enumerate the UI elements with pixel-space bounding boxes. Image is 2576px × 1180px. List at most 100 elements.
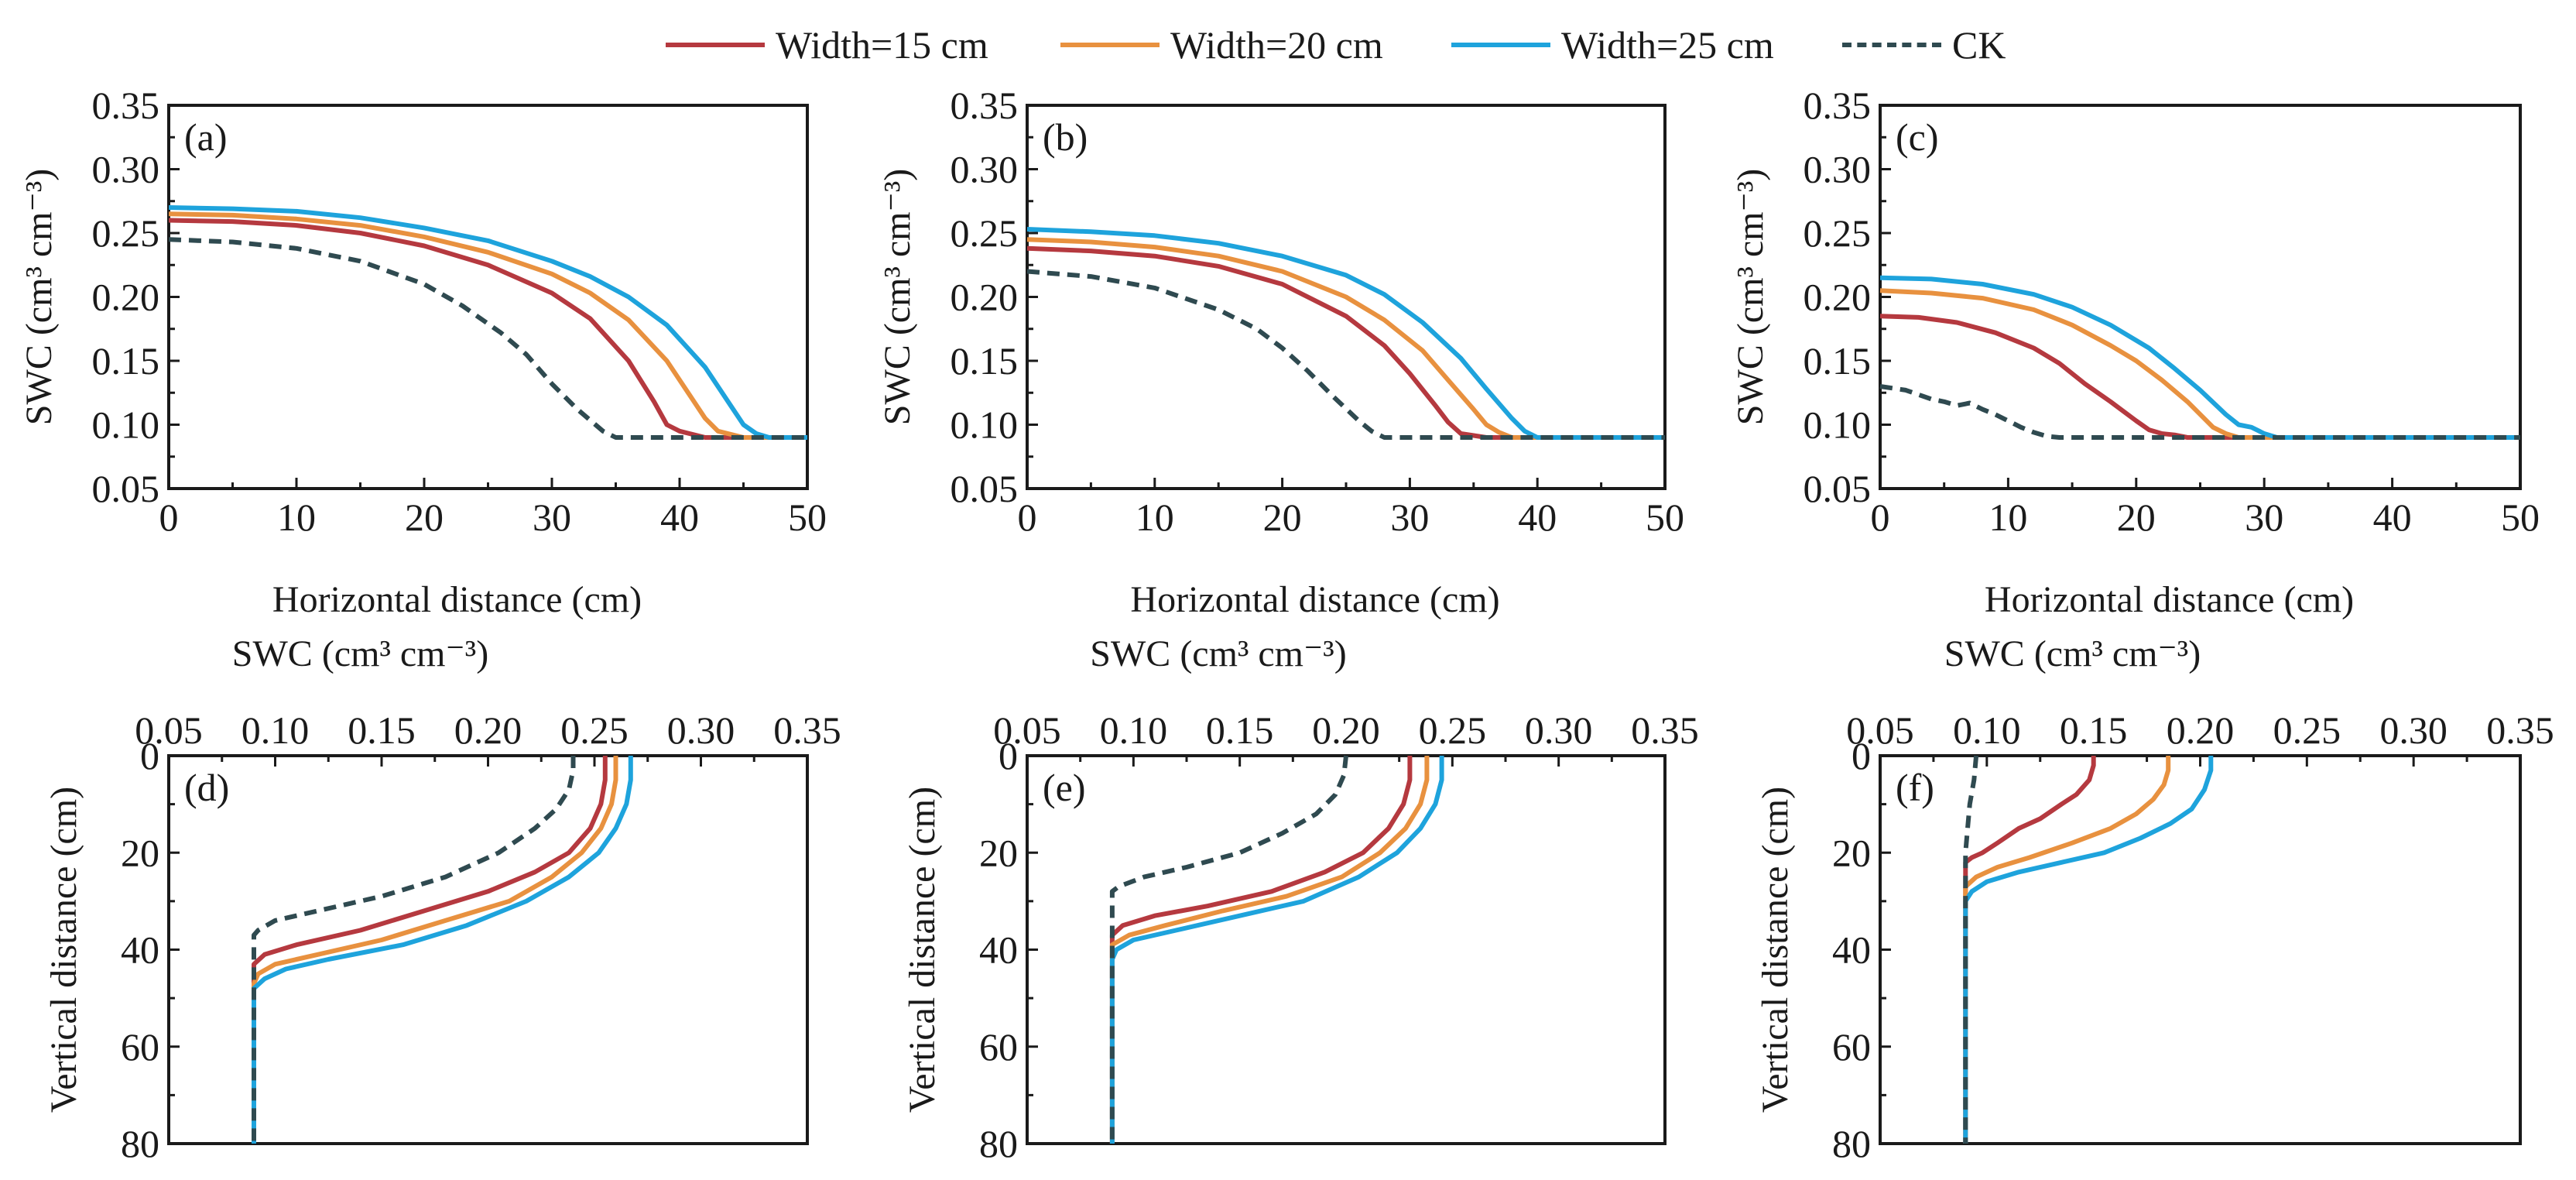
- x-tick-label: 0.35: [2486, 708, 2554, 752]
- x-tick-label: 0.10: [242, 708, 310, 752]
- y-axis-label: Vertical distance (cm): [43, 787, 84, 1113]
- y-tick-label: 80: [1832, 1122, 1871, 1165]
- panel-e: 0.05 0.10 0.15 0.20 0.25 0.30 0.35 0 20 40 60 80 (e)…: [902, 633, 1699, 1165]
- panel-a: 0 10 20 30 40 50 0.05 0.10 0.15 0.20 0.25 0.30 0.35 (…: [19, 84, 827, 620]
- series-line-width-25-cm: [1963, 756, 2214, 1144]
- x-tick-label: 0.20: [1312, 708, 1380, 752]
- y-tick-label: 60: [979, 1025, 1018, 1069]
- series-line-width-20-cm: [1963, 756, 2171, 1144]
- y-tick-label: 0.10: [92, 403, 160, 447]
- y-tick-label: 0.05: [92, 467, 160, 510]
- x-tick-label: 10: [1989, 496, 2027, 539]
- y-tick-label: 0.20: [951, 276, 1019, 319]
- series-line-width-25-cm: [1879, 275, 2520, 440]
- panel-label: (a): [184, 115, 228, 159]
- x-tick-label: 0.10: [1100, 708, 1168, 752]
- x-axis-label: Horizontal distance (cm): [1130, 579, 1499, 620]
- y-tick-label: 0: [1852, 734, 1871, 777]
- x-axis-label: Horizontal distance (cm): [1985, 579, 2354, 620]
- y-tick-label: 0.05: [1804, 467, 1872, 510]
- y-tick-label: 0.25: [1804, 211, 1872, 255]
- panel-label: (f): [1896, 766, 1934, 809]
- y-tick-label: 0.35: [92, 84, 160, 127]
- x-tick-label: 0.30: [1525, 708, 1593, 752]
- x-tick-label: 0.05: [135, 708, 203, 752]
- x-tick-label: 0: [1871, 496, 1890, 539]
- legend-item-width-25: Width=25 cm: [1451, 14, 1774, 76]
- y-tick-label: 60: [121, 1025, 159, 1069]
- series-line-width-25-cm: [168, 205, 807, 440]
- plot-frame: [167, 754, 809, 1145]
- x-tick-label: 40: [2373, 496, 2412, 539]
- x-tick-label: 10: [1136, 496, 1174, 539]
- x-tick-label: 40: [1518, 496, 1557, 539]
- y-tick-label: 0.15: [1804, 339, 1872, 382]
- x-tick-label: 30: [2245, 496, 2283, 539]
- legend: Width=15 cm Width=20 cm Width=25 cm CK: [0, 14, 2576, 76]
- series-line-width-25-cm: [1109, 756, 1444, 1144]
- y-tick-label: 60: [1832, 1025, 1871, 1069]
- y-tick-label: 0.20: [92, 276, 160, 319]
- y-tick-label: 0.10: [1804, 403, 1872, 447]
- x-tick-label: 30: [533, 496, 571, 539]
- panel-label: (d): [184, 766, 229, 809]
- series-line-ck: [168, 237, 807, 440]
- x-tick-label: 0.20: [2167, 708, 2235, 752]
- y-tick-label: 40: [1832, 928, 1871, 972]
- x-axis-label: SWC (cm³ cm⁻³): [232, 633, 488, 674]
- y-axis-label: SWC (cm³ cm⁻³): [877, 169, 918, 425]
- y-tick-label: 80: [979, 1122, 1018, 1165]
- x-tick-label: 10: [277, 496, 316, 539]
- x-tick-label: 0.35: [773, 708, 841, 752]
- x-tick-label: 20: [1263, 496, 1302, 539]
- y-tick-label: 0.30: [92, 148, 160, 191]
- x-tick-label: 0.30: [667, 708, 735, 752]
- series-line-width-25-cm: [252, 756, 633, 1144]
- x-tick-label: 0.05: [993, 708, 1061, 752]
- legend-swatch-width-20: [1060, 43, 1160, 47]
- legend-label-width-15: Width=15 cm: [776, 23, 988, 67]
- y-tick-label: 80: [121, 1122, 159, 1165]
- y-axis-label: Vertical distance (cm): [902, 787, 943, 1113]
- panel-d: 0.05 0.10 0.15 0.20 0.25 0.30 0.35 0 20 40 60 80 (d)…: [43, 633, 841, 1165]
- series-line-width-20-cm: [1109, 756, 1430, 1144]
- series-line-width-25-cm: [1026, 227, 1665, 440]
- series-line-width-20-cm: [1879, 288, 2520, 440]
- y-tick-label: 20: [979, 831, 1018, 874]
- plot-frame: [167, 104, 809, 490]
- x-tick-label: 0.20: [454, 708, 522, 752]
- series-line-ck: [1963, 755, 1979, 1144]
- x-tick-label: 0.15: [2060, 708, 2128, 752]
- legend-item-ck: CK: [1842, 14, 2006, 76]
- legend-swatch-ck: [1842, 43, 1941, 47]
- x-tick-label: 0.35: [1631, 708, 1699, 752]
- y-tick-label: 40: [979, 928, 1018, 972]
- panel-f: 0.05 0.10 0.15 0.20 0.25 0.30 0.35 0 20 40 60 80 (f)…: [1755, 633, 2554, 1165]
- y-tick-label: 0.35: [951, 84, 1019, 127]
- legend-swatch-width-15: [666, 43, 765, 47]
- y-tick-label: 0: [999, 734, 1018, 777]
- x-tick-label: 0.05: [1846, 708, 1914, 752]
- legend-swatch-width-25: [1451, 43, 1550, 47]
- series-line-width-15-cm: [1963, 756, 2096, 1144]
- x-tick-label: 50: [2501, 496, 2540, 539]
- y-tick-label: 0.05: [951, 467, 1019, 510]
- x-axis-label: Horizontal distance (cm): [272, 579, 642, 620]
- legend-item-width-20: Width=20 cm: [1060, 14, 1383, 76]
- series-line-width-15-cm: [252, 756, 608, 1144]
- plot-frame: [1026, 754, 1667, 1145]
- x-tick-label: 0: [1018, 496, 1037, 539]
- panel-label: (c): [1896, 115, 1939, 159]
- legend-label-width-20: Width=20 cm: [1170, 23, 1383, 67]
- x-tick-label: 0.10: [1953, 708, 2021, 752]
- x-tick-label: 20: [2117, 496, 2156, 539]
- series-line-width-20-cm: [252, 756, 618, 1144]
- x-tick-label: 0.25: [2273, 708, 2341, 752]
- y-tick-label: 0: [140, 734, 159, 777]
- series-line-width-15-cm: [1879, 314, 2520, 440]
- x-tick-label: 0.15: [1206, 708, 1274, 752]
- y-tick-label: 0.25: [92, 211, 160, 255]
- legend-label-width-25: Width=25 cm: [1561, 23, 1774, 67]
- y-axis-label: SWC (cm³ cm⁻³): [19, 169, 60, 425]
- panel-b: 0 10 20 30 40 50 0.05 0.10 0.15 0.20 0.25 0.30 0.35 (…: [877, 84, 1684, 620]
